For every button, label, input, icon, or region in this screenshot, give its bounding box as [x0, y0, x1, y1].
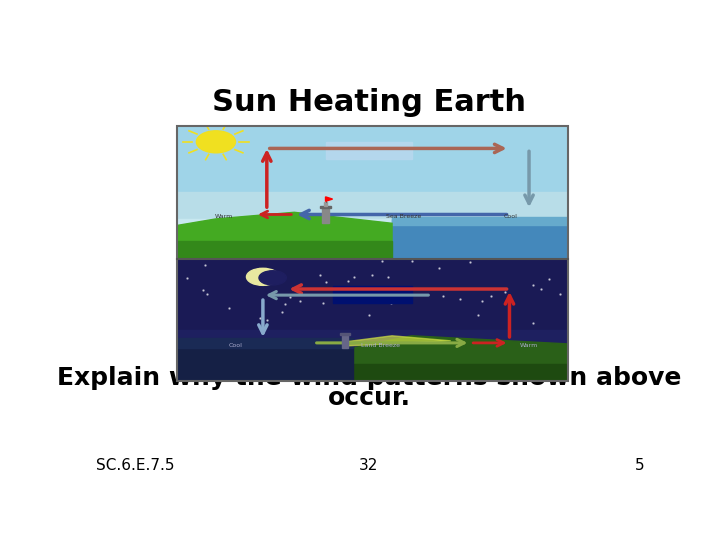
Text: Explain why the wind patterns shown above: Explain why the wind patterns shown abov… — [57, 366, 681, 390]
Text: occur.: occur. — [328, 386, 410, 410]
Text: Sun Heating Earth: Sun Heating Earth — [212, 88, 526, 117]
Text: SC.6.E.7.5: SC.6.E.7.5 — [96, 458, 175, 473]
Text: 5: 5 — [635, 458, 645, 473]
Text: 32: 32 — [359, 458, 379, 473]
Bar — [177, 126, 568, 381]
